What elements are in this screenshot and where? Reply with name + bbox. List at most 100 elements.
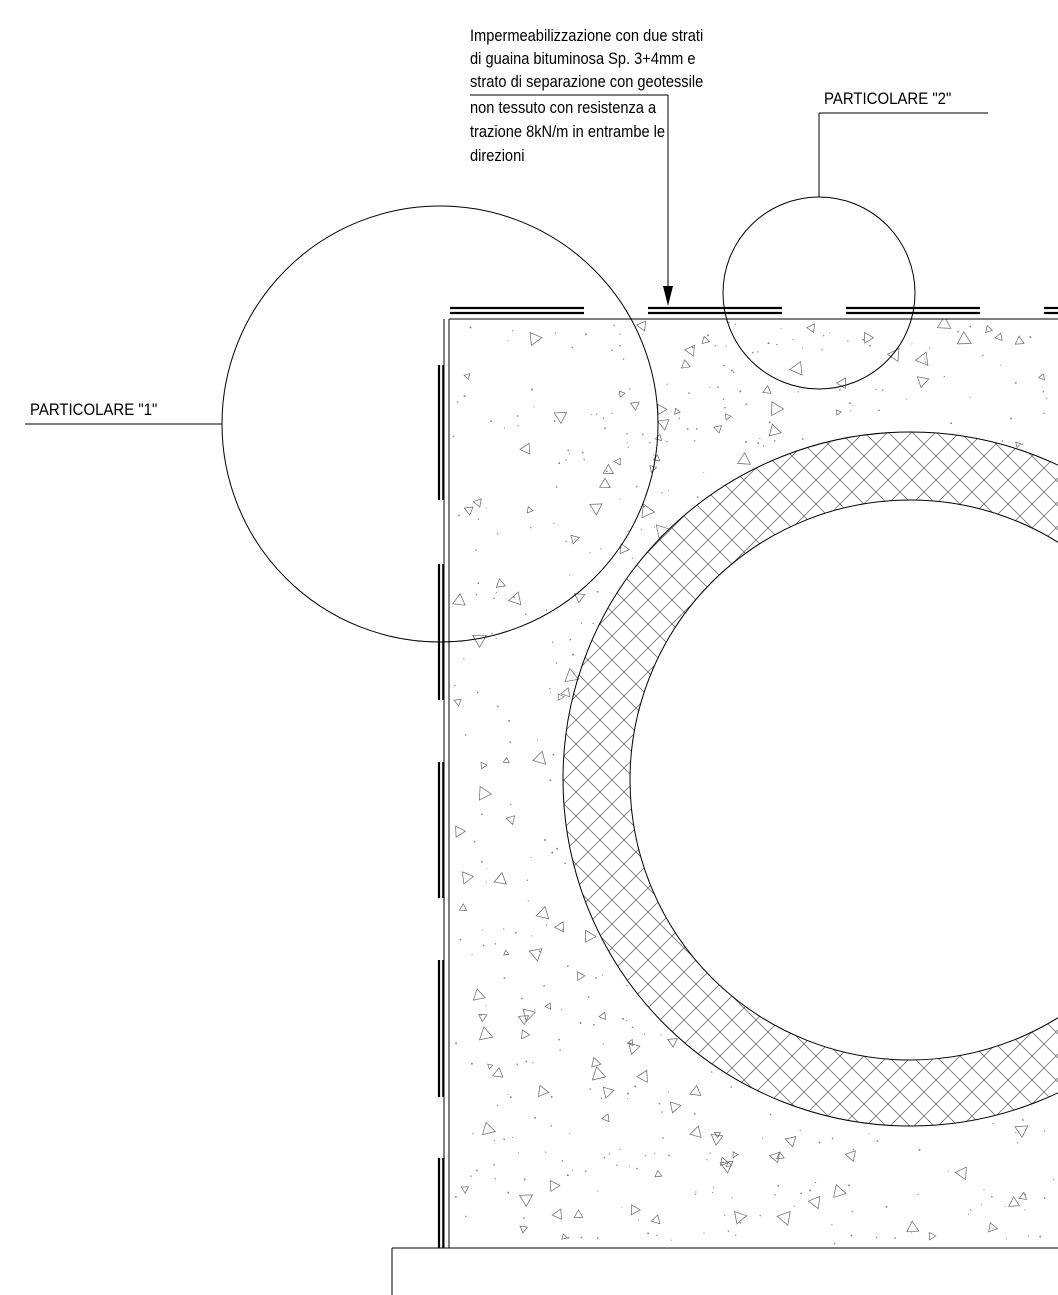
sand-dot <box>759 437 761 440</box>
aggregate-mark <box>460 1186 470 1194</box>
aggregate-mark <box>529 331 543 347</box>
sand-dot <box>472 1133 474 1135</box>
aggregate-mark <box>835 377 847 390</box>
sand-dot <box>821 349 823 351</box>
sand-dot <box>566 965 569 968</box>
annotation-line-1: Impermeabilizzazione con due strati <box>470 26 704 45</box>
sand-dot <box>924 361 927 363</box>
sand-dot <box>616 1164 618 1166</box>
sand-dot <box>485 507 487 509</box>
sand-dot <box>1005 1238 1008 1240</box>
sand-dot <box>776 344 778 346</box>
aggregate-mark <box>507 591 522 606</box>
sand-dot <box>631 1026 634 1029</box>
sand-dot <box>1027 1235 1030 1237</box>
sand-dot <box>470 1175 472 1177</box>
sand-dot <box>728 321 730 324</box>
aggregate-mark <box>650 1214 661 1225</box>
sand-dot <box>660 1034 662 1036</box>
sand-dot <box>559 1049 561 1051</box>
sand-dot <box>969 1209 972 1211</box>
sand-dot <box>730 369 733 372</box>
sand-dot <box>712 1186 714 1188</box>
aggregate-mark <box>649 465 658 473</box>
sand-dot <box>725 345 727 347</box>
aggregate-mark <box>535 905 550 920</box>
sand-dot <box>694 440 696 442</box>
sand-dot <box>503 977 506 979</box>
sand-dot <box>851 1210 853 1213</box>
aggregate-mark <box>762 385 772 394</box>
sand-dot <box>757 351 759 353</box>
sand-dot <box>482 944 485 947</box>
sand-dot <box>1001 440 1004 442</box>
aggregate-mark <box>1014 1125 1029 1138</box>
sand-dot <box>767 342 770 345</box>
sand-dot <box>801 438 804 440</box>
sand-dot <box>634 1085 637 1088</box>
sand-dot <box>600 548 602 550</box>
sand-dot <box>533 406 535 408</box>
sand-dot <box>477 582 480 585</box>
sand-dot <box>482 929 484 931</box>
sand-dot <box>567 1236 570 1239</box>
sand-dot <box>850 1234 853 1237</box>
sand-dot <box>595 977 597 979</box>
aggregate-mark <box>455 825 467 838</box>
aggregate-mark <box>601 1113 610 1123</box>
aggregate-mark <box>573 1209 584 1218</box>
sand-dot <box>490 420 492 423</box>
sand-dot <box>709 1152 711 1154</box>
sand-dot <box>592 622 594 624</box>
sand-dot <box>818 1141 821 1144</box>
sand-dot <box>1021 443 1024 446</box>
sand-dot <box>463 658 465 660</box>
sand-dot <box>525 1060 528 1063</box>
pipe-ring <box>562 431 1058 1127</box>
sand-dot <box>635 485 638 488</box>
aggregate-mark <box>1014 335 1025 345</box>
aggregate-mark <box>789 360 803 376</box>
sand-dot <box>580 1236 583 1239</box>
aggregate-mark <box>654 1169 663 1178</box>
aggregate-mark <box>641 503 656 519</box>
sand-dot <box>569 574 571 576</box>
sand-dot <box>823 335 825 337</box>
sand-dot <box>838 389 841 391</box>
aggregate-mark <box>784 1136 797 1148</box>
sand-dot <box>514 931 517 934</box>
aggregate-mark <box>502 756 510 764</box>
aggregate-mark <box>701 335 710 344</box>
sand-dot <box>627 446 629 448</box>
sand-dot <box>545 924 548 926</box>
aggregate-mark <box>560 687 571 698</box>
sand-dot <box>875 1236 878 1239</box>
sand-dot <box>536 740 538 741</box>
sand-dot <box>656 1234 658 1237</box>
sand-dot <box>654 526 656 528</box>
aggregate-mark <box>776 1151 785 1160</box>
aggregate-mark <box>724 413 732 421</box>
sand-dot <box>475 549 477 552</box>
sand-dot <box>1000 364 1002 366</box>
sand-dot <box>658 1102 661 1105</box>
sand-dot <box>875 388 877 391</box>
aggregate-mark <box>591 1056 602 1068</box>
sand-dot <box>543 984 545 987</box>
sand-dot <box>850 410 852 412</box>
sand-dot <box>992 1122 994 1125</box>
sand-dot <box>549 779 552 782</box>
sand-dot <box>1016 1142 1019 1144</box>
aggregate-mark <box>478 1026 494 1041</box>
sand-dot <box>990 1195 993 1198</box>
sand-dot <box>714 344 717 347</box>
aggregate-mark <box>680 359 691 369</box>
sand-dot <box>512 330 514 332</box>
aggregate-mark <box>613 457 621 466</box>
aggregate-mark <box>771 401 785 417</box>
aggregate-mark <box>669 1101 682 1114</box>
sand-dot <box>773 439 776 442</box>
sand-dot <box>1015 1132 1017 1134</box>
sand-dot <box>564 862 566 865</box>
sand-dot <box>596 1237 599 1239</box>
